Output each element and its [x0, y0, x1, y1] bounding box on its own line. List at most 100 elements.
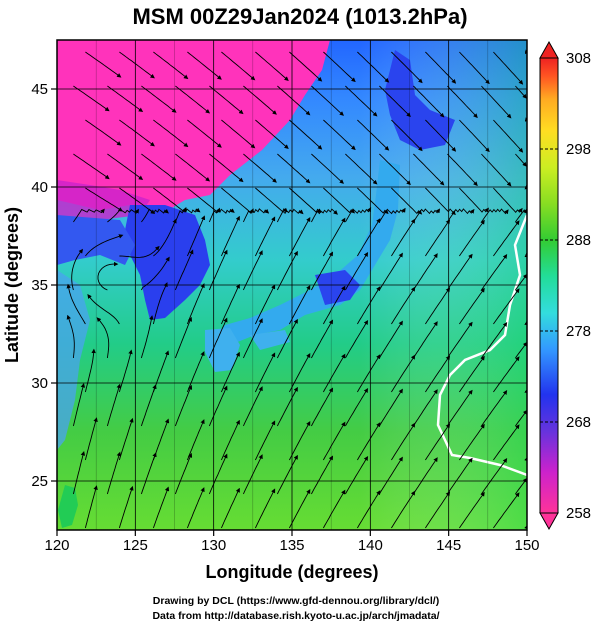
- streamline: [379, 456, 403, 495]
- streamline: [311, 251, 334, 291]
- streamline: [255, 119, 289, 149]
- streamline: [323, 489, 346, 529]
- front-line: [436, 214, 527, 477]
- streamline: [72, 383, 86, 427]
- streamline: [276, 454, 298, 495]
- streamline: [391, 490, 416, 529]
- streamline: [515, 477, 527, 495]
- streamline: [85, 187, 123, 212]
- streamline: [425, 219, 451, 257]
- streamline: [289, 187, 322, 214]
- streamline: [493, 288, 520, 325]
- lat-lon-grid: [57, 40, 527, 530]
- streamline: [289, 285, 311, 325]
- streamline: [493, 492, 520, 529]
- colorbar-ramp: [539, 57, 559, 514]
- y-tick-label: 45: [31, 81, 48, 98]
- streamline: [481, 153, 512, 187]
- streamline: [459, 119, 490, 153]
- korea-land: [125, 205, 210, 320]
- streamline: [311, 153, 344, 184]
- streamline: [481, 390, 508, 427]
- streamline: [311, 387, 334, 427]
- streamline: [186, 487, 205, 529]
- y-axis: 25 30 35 40 45: [31, 81, 57, 490]
- streamline: [481, 458, 508, 495]
- cold-air-region: [57, 40, 330, 215]
- central-alps-cold: [315, 270, 360, 305]
- streamline: [413, 153, 445, 186]
- streamline: [379, 153, 411, 186]
- streamline: [425, 119, 457, 152]
- streamline: [254, 284, 276, 325]
- streamline: [141, 153, 177, 181]
- streamline: [87, 294, 120, 325]
- streamline: [357, 422, 381, 461]
- streamline: [345, 251, 369, 291]
- cold-air-edge: [57, 180, 150, 225]
- streamline: [85, 51, 122, 78]
- streamline: [391, 422, 416, 461]
- streamline: [391, 119, 423, 152]
- x-tick-label: 130: [201, 537, 226, 554]
- streamline: [254, 488, 276, 529]
- streamline: [242, 454, 263, 495]
- streamline: [459, 355, 485, 393]
- streamline: [459, 187, 489, 213]
- streamline: [276, 208, 304, 223]
- streamline: [323, 119, 356, 151]
- streamline: [107, 208, 140, 223]
- x-tick-label: 120: [44, 537, 69, 554]
- credit-drawing: Drawing by DCL (https://www.gfd-dennou.o…: [153, 595, 439, 607]
- streamline: [493, 424, 520, 461]
- streamline: [242, 208, 270, 223]
- streamline: [493, 119, 524, 153]
- streamline: [174, 452, 193, 495]
- streamline: [276, 386, 298, 427]
- streamline: [481, 85, 512, 119]
- streamline: [447, 457, 473, 495]
- streamline: [425, 187, 456, 216]
- streamline: [119, 119, 155, 147]
- streamline: [140, 315, 154, 359]
- streamline: [447, 321, 473, 359]
- streamline: [242, 250, 263, 291]
- streamline: [311, 319, 334, 359]
- x-axis-label: Longitude (degrees): [205, 562, 378, 582]
- streamline: [515, 153, 527, 167]
- streamline: [141, 208, 169, 223]
- streamline: [357, 119, 390, 151]
- streamline: [141, 85, 177, 113]
- streamline: [447, 389, 473, 427]
- streamline: [447, 153, 478, 187]
- streamline: [391, 187, 423, 215]
- y-tick-label: 35: [31, 277, 48, 294]
- streamline: [481, 322, 508, 359]
- streamline: [323, 217, 346, 257]
- streamline: [289, 353, 311, 393]
- streamline: [96, 317, 110, 359]
- streamline: [447, 253, 473, 291]
- streamline: [357, 490, 381, 529]
- streamline: [254, 216, 276, 257]
- streamline: [208, 453, 228, 495]
- streamline: [447, 85, 478, 119]
- streamline: [277, 153, 311, 184]
- streamline: [311, 208, 338, 223]
- streamline: [119, 245, 160, 258]
- x-tick-label: 125: [123, 537, 148, 554]
- streamline: [425, 355, 451, 393]
- streamline: [289, 217, 311, 257]
- streamline: [174, 384, 193, 427]
- streamline: [391, 286, 416, 325]
- streamline: [175, 85, 211, 114]
- streamline: [175, 153, 211, 182]
- streamline: [459, 491, 485, 529]
- x-tick-label: 150: [514, 537, 539, 554]
- streamline: [71, 248, 84, 291]
- streamline: [323, 187, 356, 214]
- streamline: [379, 85, 411, 118]
- streamline: [66, 314, 75, 359]
- streamline: [221, 187, 254, 214]
